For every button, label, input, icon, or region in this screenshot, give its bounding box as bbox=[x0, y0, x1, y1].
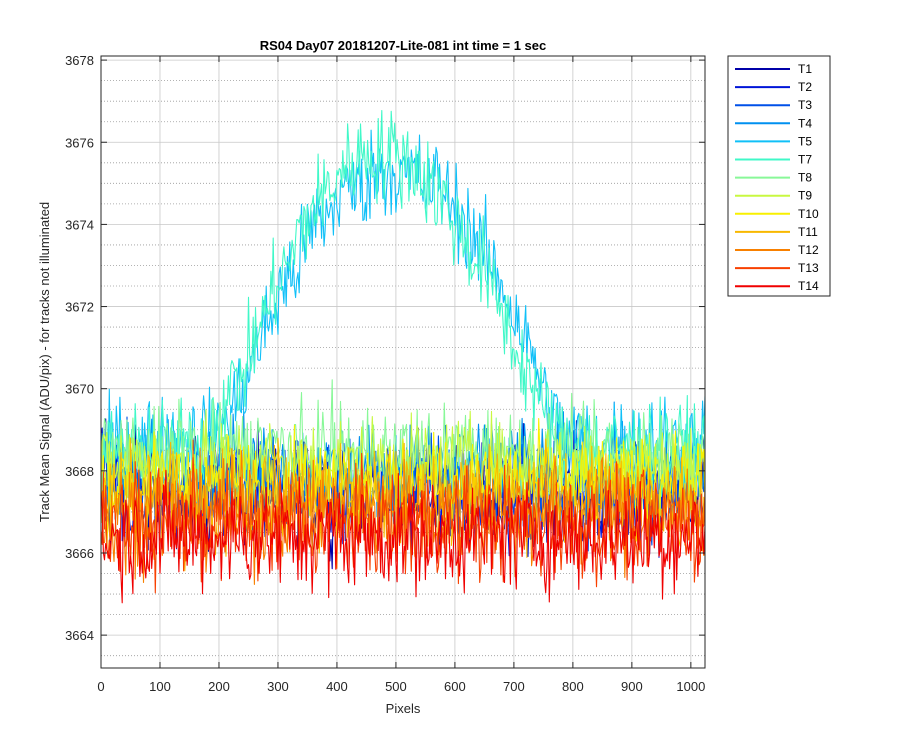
axes-box bbox=[100, 55, 706, 669]
legend: T1 T2 T3 T4 T5 T7 T8 T9 T10 T11 T12 T13 T14 bbox=[727, 55, 831, 297]
x-tick-label: 0 bbox=[97, 679, 104, 694]
legend-label-t11: T11 bbox=[798, 225, 818, 239]
x-tick-label: 200 bbox=[208, 679, 230, 694]
legend-label-t2: T2 bbox=[798, 80, 812, 94]
x-tick-label: 600 bbox=[444, 679, 466, 694]
x-tick-label: 800 bbox=[562, 679, 584, 694]
x-tick-labels: 0 100 200 300 400 500 600 700 800 900 1000 bbox=[97, 679, 705, 694]
y-tick-label: 3664 bbox=[65, 628, 94, 643]
y-tick-label: 3668 bbox=[65, 464, 94, 479]
legend-label-t3: T3 bbox=[798, 98, 812, 112]
x-tick-label: 1000 bbox=[676, 679, 705, 694]
x-axis-label: Pixels bbox=[386, 701, 421, 716]
series-line-t7 bbox=[101, 109, 705, 516]
legend-label-t7: T7 bbox=[798, 153, 812, 167]
legend-label-t13: T13 bbox=[798, 261, 819, 275]
legend-box bbox=[727, 55, 831, 297]
legend-label-t14: T14 bbox=[798, 279, 819, 293]
x-tick-label: 100 bbox=[149, 679, 171, 694]
legend-label-t10: T10 bbox=[798, 207, 819, 221]
y-tick-label: 3674 bbox=[65, 217, 94, 232]
x-tick-label: 900 bbox=[621, 679, 643, 694]
legend-label-t12: T12 bbox=[798, 243, 819, 257]
chart-title: RS04 Day07 20181207-Lite-081 int time = … bbox=[260, 38, 547, 53]
x-tick-label: 300 bbox=[267, 679, 289, 694]
y-tick-label: 3676 bbox=[65, 135, 94, 150]
y-tick-label: 3670 bbox=[65, 382, 94, 397]
y-tick-labels: 3664 3666 3668 3670 3672 3674 3676 3678 bbox=[65, 53, 94, 643]
x-tick-label: 500 bbox=[385, 679, 407, 694]
y-tick-label: 3672 bbox=[65, 300, 94, 315]
x-tick-label: 700 bbox=[503, 679, 525, 694]
x-tick-label: 400 bbox=[326, 679, 348, 694]
ticks bbox=[100, 56, 705, 668]
legend-label-t8: T8 bbox=[798, 171, 812, 185]
legend-label-t5: T5 bbox=[798, 134, 812, 148]
series-line-t14 bbox=[101, 469, 705, 604]
y-tick-label: 3666 bbox=[65, 546, 94, 561]
y-tick-label: 3678 bbox=[65, 53, 94, 68]
plot-area bbox=[100, 55, 706, 669]
y-axis-label: Track Mean Signal (ADU/pix) - for tracks… bbox=[37, 202, 52, 522]
legend-label-t1: T1 bbox=[798, 62, 812, 76]
legend-items: T1 T2 T3 T4 T5 T7 T8 T9 T10 T11 T12 T13 T14 bbox=[735, 62, 819, 293]
series-layer bbox=[101, 109, 705, 604]
legend-label-t9: T9 bbox=[798, 189, 812, 203]
legend-label-t4: T4 bbox=[798, 116, 812, 130]
